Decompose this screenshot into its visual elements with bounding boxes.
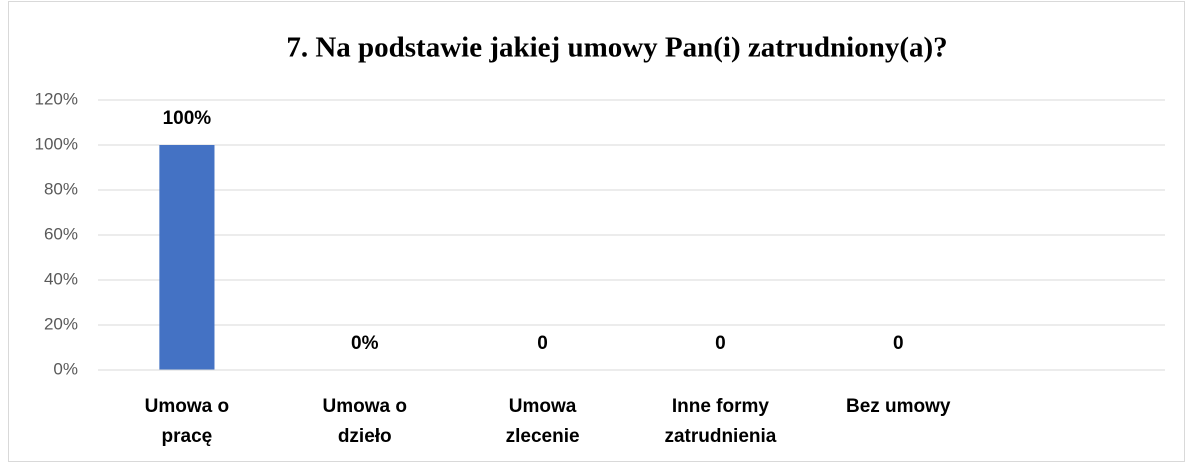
y-tick-label: 0%: [53, 359, 78, 378]
y-tick-label: 80%: [44, 179, 78, 198]
chart-title: 7. Na podstawie jakiej umowy Pan(i) zatr…: [286, 32, 947, 64]
y-tick-label: 40%: [44, 269, 78, 288]
x-tick-label: Umowa zlecenie: [505, 396, 580, 447]
data-label: 0: [715, 333, 726, 354]
data-label: 0: [893, 333, 904, 354]
data-label: 0%: [351, 333, 379, 354]
x-tick-label: Umowa o pracę: [144, 396, 230, 447]
data-label: 0: [537, 333, 548, 354]
x-tick-label: Umowa o dzieło: [322, 396, 407, 447]
bar: [159, 145, 215, 370]
y-tick-label: 100%: [35, 134, 78, 153]
x-tick-label: Bez umowy: [845, 396, 951, 417]
y-tick-label: 120%: [35, 89, 78, 108]
y-tick-label: 20%: [44, 314, 78, 333]
x-tick-label: Inne formy zatrudnienia: [664, 396, 777, 447]
data-label: 100%: [163, 108, 212, 129]
y-tick-label: 60%: [44, 224, 78, 243]
